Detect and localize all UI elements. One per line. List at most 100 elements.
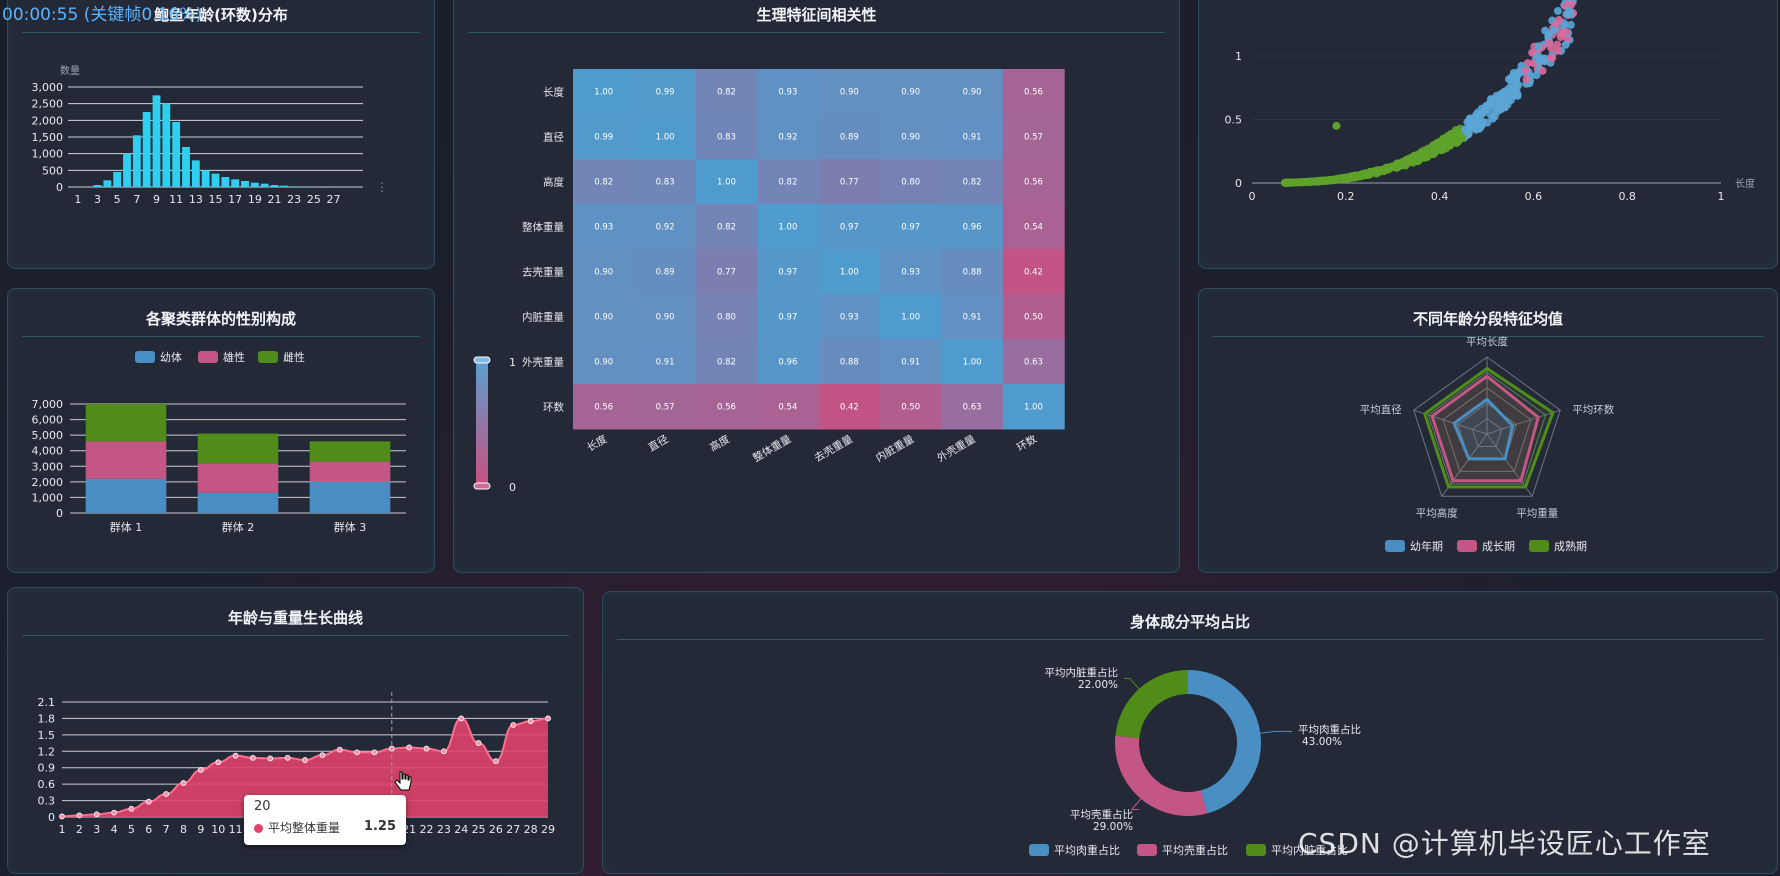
tooltip-value: 1.25 bbox=[363, 819, 396, 834]
scatter-point bbox=[1548, 54, 1557, 63]
heatmap-cell bbox=[634, 294, 697, 340]
cell-value: 0.50 bbox=[901, 403, 920, 413]
y-tick-label: 1,000 bbox=[32, 491, 64, 504]
histogram-bar bbox=[172, 122, 181, 187]
cell-value: 0.89 bbox=[840, 133, 859, 143]
row-label: 直径 bbox=[543, 131, 564, 144]
scatter-point bbox=[1356, 171, 1365, 180]
data-point bbox=[440, 748, 447, 755]
heatmap-cell bbox=[818, 339, 881, 385]
scatter-point bbox=[1453, 136, 1462, 145]
y-tick-label: 4,000 bbox=[32, 445, 64, 458]
scatter-point bbox=[1534, 42, 1543, 51]
legend-label: 幼年期 bbox=[1410, 539, 1443, 553]
heatmap-cell bbox=[941, 294, 1004, 340]
scatter-point bbox=[1432, 138, 1441, 147]
x-tick-label: 27 bbox=[327, 193, 341, 206]
cell-value: 0.90 bbox=[840, 88, 859, 98]
x-tick-label: 群体 1 bbox=[110, 520, 143, 534]
cell-value: 0.80 bbox=[717, 313, 736, 323]
heatmap-cell bbox=[634, 204, 697, 250]
heatmap-cell bbox=[818, 204, 881, 250]
scatter-point bbox=[1567, 0, 1576, 9]
scale-max-label: 1 bbox=[509, 356, 516, 369]
column-label: 直径 bbox=[646, 432, 671, 454]
data-point bbox=[493, 758, 499, 765]
heatmap-cell bbox=[941, 384, 1004, 430]
cell-value: 0.82 bbox=[717, 88, 736, 98]
heatmap-cell bbox=[941, 339, 1004, 385]
stacked-bar-segment bbox=[197, 433, 279, 464]
length-scatter-chart[interactable]: 0 0.2 0.4 0.6 0.8 1 0 0.5 1 长度 bbox=[1199, 0, 1777, 268]
legend-label: 平均内脏重占比 bbox=[1271, 843, 1348, 857]
heatmap-cell bbox=[634, 69, 697, 115]
growth-area-chart[interactable]: 00.30.60.91.21.51.82.1123456789101112131… bbox=[8, 588, 583, 873]
y-tick-label: 2,000 bbox=[32, 476, 64, 489]
heatmap-cell bbox=[818, 159, 881, 205]
scatter-panel: 0 0.2 0.4 0.6 0.8 1 0 0.5 1 长度 bbox=[1198, 0, 1778, 269]
data-point bbox=[163, 791, 170, 797]
data-point bbox=[354, 749, 360, 756]
data-point bbox=[232, 752, 239, 759]
scatter-point bbox=[1477, 104, 1486, 113]
cell-value: 1.00 bbox=[963, 358, 982, 368]
more-icon: ⋮ bbox=[376, 180, 388, 194]
scatter-point bbox=[1545, 29, 1554, 38]
stacked-bar-segment bbox=[85, 478, 167, 513]
donut-chart[interactable]: 平均肉重占比43.00%平均壳重占比29.00%平均内脏重占比22.00%平均肉… bbox=[603, 592, 1777, 873]
heatmap-cell bbox=[818, 69, 881, 115]
cell-value: 0.90 bbox=[594, 313, 613, 323]
histogram-bar bbox=[290, 186, 299, 187]
cell-value: 0.90 bbox=[594, 268, 613, 278]
cell-value: 0.90 bbox=[594, 358, 613, 368]
scatter-point bbox=[1341, 174, 1350, 183]
y-tick-label: 2,500 bbox=[32, 98, 64, 111]
histogram-bar bbox=[162, 103, 171, 187]
heatmap-cell bbox=[941, 249, 1004, 295]
cell-value: 0.99 bbox=[656, 88, 675, 98]
legend-swatch bbox=[1029, 844, 1049, 856]
cell-value: 0.91 bbox=[901, 358, 920, 368]
heatmap-cell bbox=[695, 294, 758, 340]
divider bbox=[617, 639, 1763, 640]
divider bbox=[22, 336, 420, 337]
cell-value: 0.93 bbox=[594, 223, 613, 233]
cell-value: 1.00 bbox=[656, 133, 675, 143]
cell-value: 0.56 bbox=[1024, 88, 1043, 98]
column-label: 去壳重量 bbox=[812, 432, 855, 465]
panel-title: 身体成分平均占比 bbox=[1129, 613, 1250, 631]
row-label: 整体重量 bbox=[522, 221, 564, 234]
scatter-point bbox=[1489, 96, 1498, 105]
cell-value: 0.57 bbox=[656, 403, 675, 413]
y-tick-label: 1,500 bbox=[32, 131, 64, 144]
cell-value: 0.63 bbox=[1024, 358, 1043, 368]
slice-name-label: 平均肉重占比 bbox=[1298, 723, 1361, 736]
data-point bbox=[406, 744, 413, 751]
radar-indicator-label: 平均高度 bbox=[1416, 506, 1459, 519]
row-label: 外壳重量 bbox=[522, 356, 564, 369]
radar-series-area bbox=[1452, 397, 1515, 461]
data-point bbox=[111, 809, 117, 816]
data-point bbox=[527, 718, 534, 725]
scatter-point bbox=[1488, 114, 1497, 123]
heatmap-cell bbox=[1002, 294, 1065, 340]
donut-slice bbox=[1115, 670, 1188, 739]
cell-value: 1.00 bbox=[594, 88, 613, 98]
heatmap-cell bbox=[1002, 114, 1065, 160]
x-tick-label: 17 bbox=[228, 193, 242, 206]
histogram-bar bbox=[241, 181, 249, 187]
data-point bbox=[545, 715, 551, 722]
y-tick-label: 0 bbox=[1235, 177, 1242, 190]
correlation-heatmap[interactable]: 1.00 0.99 0.82 0.93 0.90 0.90 0.90 0.56 长度 0.99 1.… bbox=[454, 0, 1179, 572]
scatter-point bbox=[1561, 40, 1570, 49]
age-distribution-panel: 鲍鱼年龄(环数)分布 数量 0 500 1,000 1,500 2,000 2,500 3,0… bbox=[7, 0, 435, 269]
radar-panel: 不同年龄分段特征均值 平均长度 平均环数 平均重量 平均高度 平均直径 幼年期 成长期 成熟期 bbox=[1198, 288, 1778, 573]
cell-value: 0.80 bbox=[901, 178, 920, 188]
stacked-bar-chart[interactable]: 幼体 雄性 雌性 0 1,000 2,000 3,000 4,000 5,000 6,000 7,0… bbox=[8, 289, 434, 572]
y-tick-label: 0.6 bbox=[38, 778, 56, 791]
scatter-point bbox=[1544, 39, 1553, 48]
x-tick-label: 7 bbox=[163, 823, 170, 836]
x-tick-label: 7 bbox=[133, 193, 140, 206]
